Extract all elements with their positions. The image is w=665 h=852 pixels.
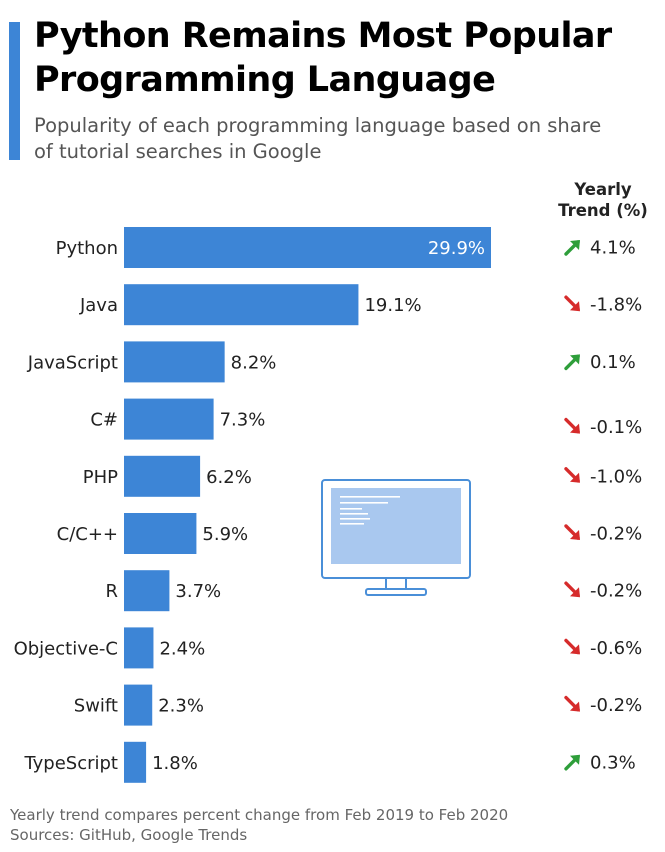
category-label: PHP xyxy=(83,467,118,488)
category-label: C/C++ xyxy=(57,524,118,545)
trend-label: 0.3% xyxy=(590,752,636,773)
arrow-down-right-icon xyxy=(570,423,580,434)
trend-label: -0.1% xyxy=(590,417,642,438)
arrow-down-right-icon xyxy=(570,587,580,598)
footer-note: Yearly trend compares percent change fro… xyxy=(10,806,509,824)
arrow-down-right-icon xyxy=(570,644,580,655)
arrow-up-right-icon xyxy=(570,240,580,250)
monitor-stand xyxy=(385,577,407,590)
screen-line xyxy=(340,523,364,525)
category-label: C# xyxy=(90,410,118,431)
value-label: 7.3% xyxy=(220,410,266,431)
bar xyxy=(124,341,225,383)
value-label: 5.9% xyxy=(202,524,248,545)
category-label: Objective-C xyxy=(14,638,118,659)
chart-subtitle: Popularity of each programming language … xyxy=(34,113,654,165)
value-label: 1.8% xyxy=(152,753,198,774)
computer-monitor-icon xyxy=(321,479,471,596)
screen-line xyxy=(340,518,370,520)
chart-title-line-1: Python Remains Most Popular xyxy=(34,16,612,56)
category-label: Swift xyxy=(74,696,118,717)
bar xyxy=(124,627,154,669)
bar xyxy=(124,398,214,440)
chart-subtitle-line-2: of tutorial searches in Google xyxy=(34,140,322,163)
trend-header-line-1: Yearly xyxy=(574,180,632,199)
trend-label: -0.6% xyxy=(590,638,642,659)
category-label: Python xyxy=(56,238,118,259)
value-label: 8.2% xyxy=(231,352,277,373)
value-label: 2.3% xyxy=(158,696,204,717)
trend-label: -0.2% xyxy=(590,695,642,716)
footer-sources: Sources: GitHub, Google Trends xyxy=(10,826,248,844)
category-label: R xyxy=(105,581,118,602)
screen-line xyxy=(340,496,400,498)
bar-chart: Python 29.9% 4.1% Java 19.1% -1.8% JavaScript 8… xyxy=(14,227,642,783)
category-label: JavaScript xyxy=(27,352,118,373)
arrow-up-right-icon xyxy=(570,354,580,365)
arrow-down-right-icon xyxy=(570,301,580,312)
monitor-base xyxy=(365,588,427,596)
trend-label: -0.2% xyxy=(590,524,642,545)
accent-bar xyxy=(9,22,20,160)
screen-line xyxy=(340,508,362,510)
bar xyxy=(124,684,153,726)
value-label: 19.1% xyxy=(364,295,421,316)
trend-label: -0.2% xyxy=(590,581,642,602)
monitor-screen xyxy=(331,488,461,564)
arrow-down-right-icon xyxy=(570,701,580,712)
chart-subtitle-line-1: Popularity of each programming language … xyxy=(34,114,602,137)
screen-line xyxy=(340,502,388,504)
trend-column-header: Yearly Trend (%) xyxy=(548,179,658,221)
bar xyxy=(124,741,147,783)
value-label: 29.9% xyxy=(428,238,485,259)
trend-header-line-2: Trend (%) xyxy=(558,201,648,220)
value-label: 2.4% xyxy=(159,638,205,659)
bar xyxy=(124,284,359,326)
category-label: TypeScript xyxy=(23,753,118,774)
trend-label: 0.1% xyxy=(590,352,636,373)
trend-label: 4.1% xyxy=(590,238,636,259)
category-label: Java xyxy=(79,295,118,316)
chart-title-line-2: Programming Language xyxy=(34,60,496,100)
screen-line xyxy=(340,513,368,515)
bar xyxy=(124,513,197,554)
arrow-down-right-icon xyxy=(570,472,580,483)
value-label: 6.2% xyxy=(206,467,252,488)
trend-label: -1.0% xyxy=(590,466,642,487)
arrow-up-right-icon xyxy=(570,754,580,765)
bar xyxy=(124,455,201,497)
arrow-down-right-icon xyxy=(570,530,580,540)
trend-label: -1.8% xyxy=(590,295,642,316)
chart-title: Python Remains Most Popular Programming … xyxy=(34,14,612,102)
bar xyxy=(124,570,170,612)
bar xyxy=(124,227,491,268)
value-label: 3.7% xyxy=(175,581,221,602)
chart-footer: Yearly trend compares percent change fro… xyxy=(10,805,508,845)
